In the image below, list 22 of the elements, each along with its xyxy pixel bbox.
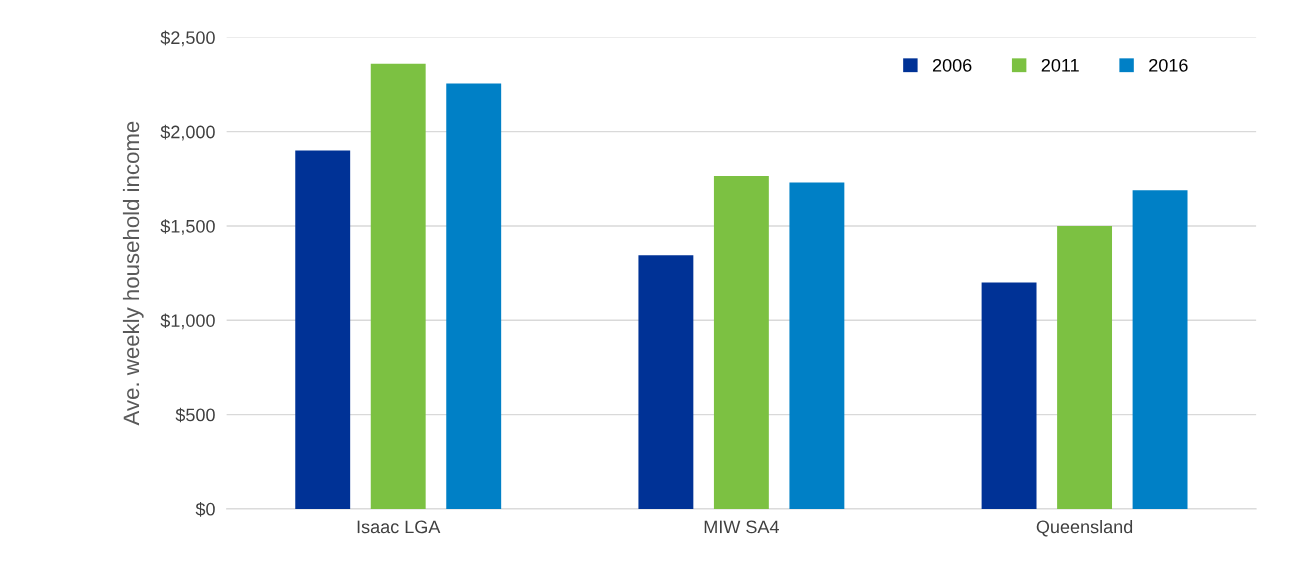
bar xyxy=(1057,225,1113,509)
bar xyxy=(789,182,845,509)
y-tick-label: $0 xyxy=(195,502,215,517)
legend-label: 2011 xyxy=(1041,58,1079,72)
bar xyxy=(1132,190,1188,509)
x-tick-label: Isaac LGA xyxy=(357,520,441,534)
y-tick-label: $2,000 xyxy=(160,124,215,141)
y-tick-label: $1,000 xyxy=(160,313,215,330)
y-tick-label: $2,500 xyxy=(160,30,215,47)
bar xyxy=(981,282,1037,509)
bar xyxy=(370,63,426,509)
bar xyxy=(446,83,502,509)
x-tick-label: Queensland xyxy=(1036,519,1133,537)
y-axis-title: Ave. weekly household income xyxy=(122,121,144,426)
bar xyxy=(295,150,351,509)
y-tick-label: $500 xyxy=(175,407,215,423)
y-tick-label: $1,500 xyxy=(160,219,215,235)
legend-label: 2006 xyxy=(932,58,972,72)
x-tick-label: MIW SA4 xyxy=(704,520,779,534)
bar xyxy=(713,176,769,509)
legend-label: 2016 xyxy=(1149,58,1188,72)
bar xyxy=(638,255,694,509)
